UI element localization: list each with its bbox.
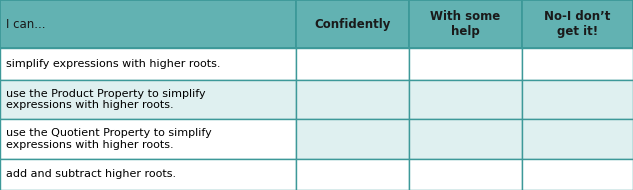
FancyBboxPatch shape [409, 0, 522, 48]
Text: No-I don’t
get it!: No-I don’t get it! [544, 10, 610, 38]
FancyBboxPatch shape [296, 0, 409, 48]
FancyBboxPatch shape [296, 80, 409, 119]
Text: add and subtract higher roots.: add and subtract higher roots. [6, 169, 177, 179]
FancyBboxPatch shape [522, 48, 633, 80]
FancyBboxPatch shape [409, 159, 522, 190]
Text: With some
help: With some help [430, 10, 500, 38]
Text: Confidently: Confidently [315, 18, 391, 31]
FancyBboxPatch shape [296, 159, 409, 190]
FancyBboxPatch shape [409, 48, 522, 80]
FancyBboxPatch shape [296, 119, 409, 159]
FancyBboxPatch shape [0, 159, 296, 190]
Text: use the Quotient Property to simplify
expressions with higher roots.: use the Quotient Property to simplify ex… [6, 128, 212, 150]
Text: I can...: I can... [6, 18, 46, 31]
FancyBboxPatch shape [409, 119, 522, 159]
FancyBboxPatch shape [522, 119, 633, 159]
FancyBboxPatch shape [409, 80, 522, 119]
Text: use the Product Property to simplify
expressions with higher roots.: use the Product Property to simplify exp… [6, 89, 206, 110]
FancyBboxPatch shape [0, 48, 296, 80]
FancyBboxPatch shape [296, 48, 409, 80]
FancyBboxPatch shape [522, 0, 633, 48]
Text: simplify expressions with higher roots.: simplify expressions with higher roots. [6, 59, 221, 69]
FancyBboxPatch shape [0, 0, 296, 48]
FancyBboxPatch shape [0, 119, 296, 159]
FancyBboxPatch shape [0, 80, 296, 119]
FancyBboxPatch shape [522, 159, 633, 190]
FancyBboxPatch shape [522, 80, 633, 119]
